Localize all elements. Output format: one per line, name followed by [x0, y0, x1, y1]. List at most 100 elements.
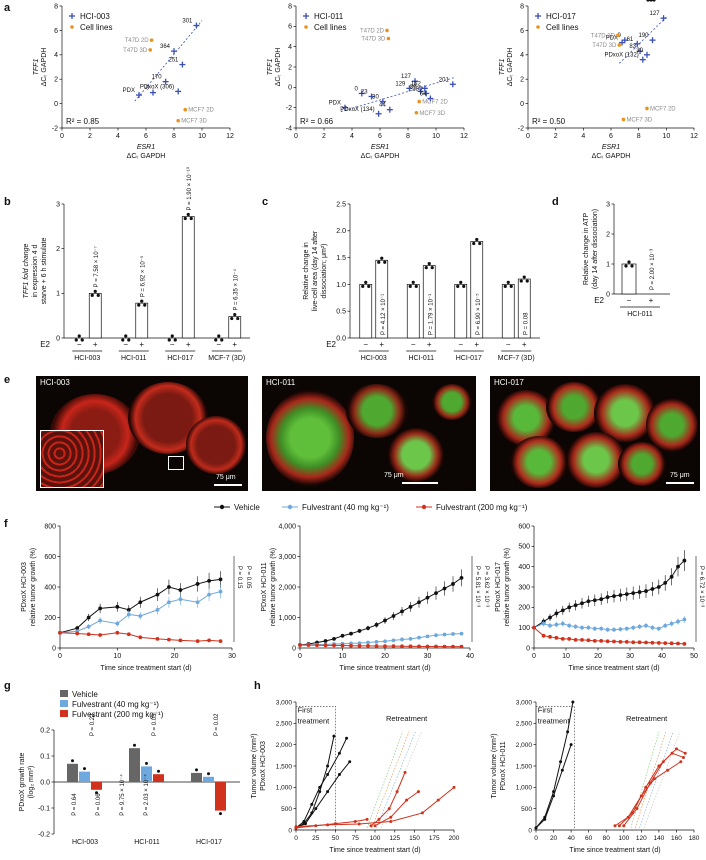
x-tick-label: 0 — [532, 653, 536, 660]
legend-label: Fulvestrant (200 mg kg⁻¹) — [436, 503, 528, 512]
data-point-fulv40 — [586, 625, 591, 630]
x-axis-label: Time since treatment start (d) — [329, 847, 420, 854]
y-tick-label: 3,000 — [278, 554, 296, 561]
data-point-vehicle — [167, 585, 171, 589]
e2-sign: − — [77, 340, 82, 349]
point-label: 44 — [379, 103, 386, 109]
data-point-vehicle — [391, 614, 396, 618]
y-tick-label: 500 — [281, 806, 292, 813]
replicate-dot — [95, 791, 98, 795]
y-tick-label: 800 — [44, 523, 56, 530]
data-point-vehicle — [332, 636, 336, 641]
p-value-label: P = 0.08 — [523, 312, 529, 335]
tumor-point — [613, 824, 617, 828]
x-axis-label: Time since treatment start (d) — [100, 665, 191, 672]
tumor-point — [357, 822, 361, 826]
data-point-fulv40 — [195, 600, 200, 605]
p-value-label: P = 0.05 — [245, 566, 251, 589]
p-value-label: P = 2.00 × 10⁻³ — [650, 249, 656, 290]
data-point-fulv40 — [459, 631, 464, 636]
x-tick-label: 0 — [534, 835, 538, 842]
p-value-label: P = 5.81 × 10⁻³ — [474, 566, 480, 607]
data-point-vehicle — [323, 639, 328, 643]
y-tick-label: 3 — [56, 201, 60, 208]
point-label: 170 — [152, 75, 163, 81]
data-point-fulv200 — [676, 641, 680, 646]
x-tick-label: 60 — [585, 835, 593, 842]
tumor-point — [635, 807, 639, 811]
panel-label-f: f — [4, 518, 8, 530]
data-point-vehicle — [637, 590, 642, 594]
x-tick-label: 10 — [198, 133, 206, 140]
data-point-fulv40 — [560, 621, 565, 626]
panel-label-g: g — [4, 680, 11, 692]
tumor-point — [666, 768, 670, 772]
retreatment-label: Retreatment — [386, 714, 428, 723]
data-point-vehicle — [663, 581, 668, 585]
cell-line-point — [149, 38, 154, 42]
y-tick-label: 2,500 — [276, 721, 293, 728]
point-label: 127 — [650, 11, 661, 17]
x-tick-label: 4 — [116, 133, 120, 140]
zoom-region-box — [168, 456, 184, 470]
data-point-vehicle — [349, 631, 353, 636]
p-value-label: P = 0.02 — [214, 713, 220, 736]
y-axis-label: Tumor volume (mm³) — [251, 733, 258, 798]
data-point-vehicle — [567, 605, 572, 610]
y-tick-label: 8 — [54, 3, 58, 10]
replicate-dot — [383, 260, 387, 264]
scale-bar-label: 75 μm — [670, 472, 690, 479]
data-point-fulv40 — [374, 640, 379, 644]
e2-sign: + — [379, 340, 384, 349]
replicate-dot — [646, 0, 650, 2]
first-treatment-box — [295, 705, 336, 831]
organoid-shape — [618, 442, 666, 486]
replicate-dot — [173, 338, 177, 342]
data-point-vehicle — [618, 593, 623, 598]
y-tick-label: 0 — [54, 101, 58, 108]
y-axis-label: live-cell area (day 14 after — [312, 230, 319, 311]
y-tick-label: -2 — [52, 125, 58, 132]
data-point-fulv40 — [637, 624, 642, 629]
group-label: HCI-011 — [627, 311, 653, 318]
cell-line-label: T47D 3D — [123, 48, 148, 54]
tumor-point — [314, 807, 318, 811]
data-point-fulv40 — [400, 637, 404, 642]
x-tick-label: 175 — [429, 835, 440, 842]
scale-bar-label: 75 μm — [216, 474, 236, 481]
tumor-point — [303, 822, 307, 826]
replicate-dot — [380, 256, 384, 260]
cell-line-label: T47D 3D — [592, 43, 617, 49]
x-tick-label: 0 — [58, 653, 62, 660]
x-axis-label: ESR1 — [602, 144, 620, 151]
y-tick-label: 3,000 — [276, 699, 293, 706]
y-axis-label: PDxoX HCI-017 — [495, 562, 502, 612]
point-label: 30 — [372, 95, 379, 101]
x-tick-label: 4 — [581, 133, 585, 140]
data-point-fulv200 — [126, 632, 131, 637]
tumor-point — [416, 790, 420, 794]
y-axis-label: PDxoX HCI-011 — [261, 562, 268, 611]
replicate-dot — [143, 303, 147, 307]
data-point-fulv40 — [86, 624, 91, 629]
cell-line-label: T47D 2D — [591, 33, 616, 39]
organoid-shape — [186, 416, 246, 474]
group-label: HCI-017 — [456, 355, 482, 362]
data-point-vehicle — [451, 582, 455, 586]
data-point-fulv40 — [155, 607, 160, 612]
x-tick-label: 0 — [294, 835, 298, 842]
replicate-dot — [230, 316, 234, 321]
replicate-dot — [522, 275, 526, 279]
x-tick-label: 20 — [171, 653, 179, 660]
x-axis-label: ESR1 — [137, 144, 155, 151]
x-tick-label: 2 — [322, 133, 326, 140]
e2-sign: + — [93, 340, 98, 349]
point-label: PDxoX (132) — [604, 53, 638, 59]
guide-line — [366, 731, 403, 828]
y-axis-label: Relative change in ATP — [583, 213, 590, 286]
data-point-fulv200 — [400, 644, 404, 649]
data-point-fulv200 — [391, 644, 396, 649]
p-value-label: P = 6.92 × 10⁻⁵ — [140, 255, 147, 297]
p-value-label: P = 1.79 × 10⁻¹ — [428, 294, 434, 335]
tumor-point — [681, 755, 685, 759]
